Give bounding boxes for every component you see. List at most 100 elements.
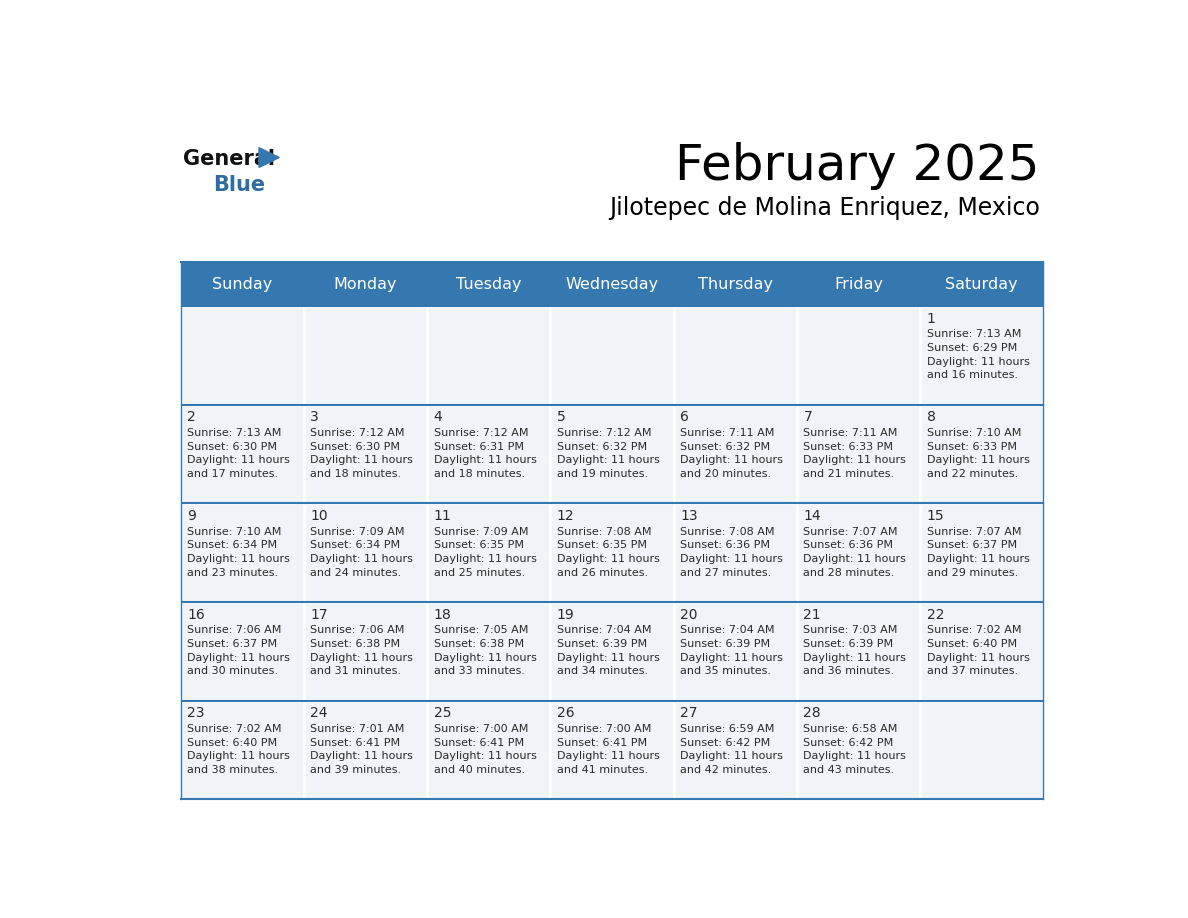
Text: and 30 minutes.: and 30 minutes. xyxy=(188,666,278,677)
Bar xyxy=(304,602,428,700)
Text: 6: 6 xyxy=(681,410,689,424)
Text: Daylight: 11 hours: Daylight: 11 hours xyxy=(188,653,290,663)
Text: 1: 1 xyxy=(927,311,935,326)
Text: Wednesday: Wednesday xyxy=(565,276,658,292)
Text: Sunrise: 7:09 AM: Sunrise: 7:09 AM xyxy=(434,527,529,537)
Text: Sunrise: 7:13 AM: Sunrise: 7:13 AM xyxy=(188,428,282,438)
Bar xyxy=(304,700,428,800)
Bar xyxy=(674,602,797,700)
Text: Sunrise: 7:04 AM: Sunrise: 7:04 AM xyxy=(681,625,775,635)
Text: Sunset: 6:42 PM: Sunset: 6:42 PM xyxy=(681,738,770,747)
Text: Sunset: 6:34 PM: Sunset: 6:34 PM xyxy=(188,541,277,551)
Text: Sunset: 6:32 PM: Sunset: 6:32 PM xyxy=(681,442,770,452)
Text: February 2025: February 2025 xyxy=(675,142,1040,190)
Text: Sunset: 6:42 PM: Sunset: 6:42 PM xyxy=(803,738,893,747)
Text: Sunrise: 7:00 AM: Sunrise: 7:00 AM xyxy=(434,724,527,734)
Text: Daylight: 11 hours: Daylight: 11 hours xyxy=(927,653,1030,663)
Text: 16: 16 xyxy=(188,608,204,621)
Text: Daylight: 11 hours: Daylight: 11 hours xyxy=(681,653,783,663)
Bar xyxy=(797,700,921,800)
Bar xyxy=(674,306,797,405)
Bar xyxy=(304,405,428,503)
Text: Sunrise: 7:12 AM: Sunrise: 7:12 AM xyxy=(310,428,405,438)
Polygon shape xyxy=(259,148,279,167)
Text: 19: 19 xyxy=(557,608,575,621)
Text: Sunset: 6:39 PM: Sunset: 6:39 PM xyxy=(803,639,893,649)
Text: Sunset: 6:31 PM: Sunset: 6:31 PM xyxy=(434,442,524,452)
Text: Sunrise: 7:12 AM: Sunrise: 7:12 AM xyxy=(557,428,651,438)
Text: and 18 minutes.: and 18 minutes. xyxy=(434,469,525,479)
Text: Sunrise: 7:06 AM: Sunrise: 7:06 AM xyxy=(310,625,405,635)
Text: 10: 10 xyxy=(310,509,328,523)
Bar xyxy=(797,503,921,602)
Text: 15: 15 xyxy=(927,509,944,523)
Text: Sunrise: 7:09 AM: Sunrise: 7:09 AM xyxy=(310,527,405,537)
Text: Daylight: 11 hours: Daylight: 11 hours xyxy=(434,752,537,761)
Text: 25: 25 xyxy=(434,706,451,721)
Text: Sunrise: 7:07 AM: Sunrise: 7:07 AM xyxy=(803,527,898,537)
Text: Sunset: 6:33 PM: Sunset: 6:33 PM xyxy=(803,442,893,452)
Text: and 20 minutes.: and 20 minutes. xyxy=(681,469,771,479)
Text: Sunset: 6:39 PM: Sunset: 6:39 PM xyxy=(557,639,647,649)
Text: and 37 minutes.: and 37 minutes. xyxy=(927,666,1018,677)
Text: Sunset: 6:32 PM: Sunset: 6:32 PM xyxy=(557,442,647,452)
Text: Sunset: 6:35 PM: Sunset: 6:35 PM xyxy=(557,541,647,551)
Bar xyxy=(428,306,550,405)
Text: 23: 23 xyxy=(188,706,204,721)
Bar xyxy=(428,602,550,700)
Text: 7: 7 xyxy=(803,410,813,424)
Text: Blue: Blue xyxy=(213,175,265,196)
Text: Daylight: 11 hours: Daylight: 11 hours xyxy=(927,455,1030,465)
Bar xyxy=(304,306,428,405)
Bar xyxy=(181,602,304,700)
Text: Sunset: 6:40 PM: Sunset: 6:40 PM xyxy=(188,738,277,747)
Text: Daylight: 11 hours: Daylight: 11 hours xyxy=(803,455,906,465)
Text: 8: 8 xyxy=(927,410,935,424)
Text: Sunset: 6:37 PM: Sunset: 6:37 PM xyxy=(188,639,277,649)
Text: Daylight: 11 hours: Daylight: 11 hours xyxy=(557,752,659,761)
Bar xyxy=(181,503,304,602)
Bar xyxy=(181,405,304,503)
Text: and 16 minutes.: and 16 minutes. xyxy=(927,370,1018,380)
Text: Sunrise: 7:00 AM: Sunrise: 7:00 AM xyxy=(557,724,651,734)
Text: and 27 minutes.: and 27 minutes. xyxy=(681,567,771,577)
Text: and 34 minutes.: and 34 minutes. xyxy=(557,666,647,677)
Text: 22: 22 xyxy=(927,608,944,621)
Text: and 21 minutes.: and 21 minutes. xyxy=(803,469,895,479)
Text: and 25 minutes.: and 25 minutes. xyxy=(434,567,525,577)
Text: Daylight: 11 hours: Daylight: 11 hours xyxy=(803,554,906,564)
Bar xyxy=(550,700,674,800)
Bar xyxy=(797,602,921,700)
Text: Sunrise: 6:59 AM: Sunrise: 6:59 AM xyxy=(681,724,775,734)
Text: Daylight: 11 hours: Daylight: 11 hours xyxy=(188,455,290,465)
Text: Sunrise: 7:11 AM: Sunrise: 7:11 AM xyxy=(803,428,898,438)
Text: 18: 18 xyxy=(434,608,451,621)
Text: 27: 27 xyxy=(681,706,697,721)
Text: Saturday: Saturday xyxy=(946,276,1018,292)
Text: Sunrise: 7:07 AM: Sunrise: 7:07 AM xyxy=(927,527,1022,537)
Text: and 19 minutes.: and 19 minutes. xyxy=(557,469,647,479)
Bar xyxy=(921,602,1043,700)
Text: and 39 minutes.: and 39 minutes. xyxy=(310,765,402,775)
Text: Sunrise: 7:02 AM: Sunrise: 7:02 AM xyxy=(188,724,282,734)
Text: Sunset: 6:41 PM: Sunset: 6:41 PM xyxy=(310,738,400,747)
Text: Sunrise: 7:01 AM: Sunrise: 7:01 AM xyxy=(310,724,405,734)
Text: Sunrise: 7:08 AM: Sunrise: 7:08 AM xyxy=(681,527,775,537)
Text: Daylight: 11 hours: Daylight: 11 hours xyxy=(681,752,783,761)
Text: 24: 24 xyxy=(310,706,328,721)
Text: Sunset: 6:41 PM: Sunset: 6:41 PM xyxy=(557,738,647,747)
Text: Daylight: 11 hours: Daylight: 11 hours xyxy=(188,554,290,564)
Text: 11: 11 xyxy=(434,509,451,523)
Text: Sunrise: 6:58 AM: Sunrise: 6:58 AM xyxy=(803,724,898,734)
Text: Sunrise: 7:06 AM: Sunrise: 7:06 AM xyxy=(188,625,282,635)
Bar xyxy=(428,700,550,800)
Text: and 40 minutes.: and 40 minutes. xyxy=(434,765,525,775)
Text: Daylight: 11 hours: Daylight: 11 hours xyxy=(557,455,659,465)
Bar xyxy=(797,306,921,405)
Bar xyxy=(550,405,674,503)
Text: Sunset: 6:39 PM: Sunset: 6:39 PM xyxy=(681,639,770,649)
Text: Monday: Monday xyxy=(334,276,397,292)
Text: Friday: Friday xyxy=(834,276,883,292)
Text: and 35 minutes.: and 35 minutes. xyxy=(681,666,771,677)
Bar xyxy=(304,503,428,602)
